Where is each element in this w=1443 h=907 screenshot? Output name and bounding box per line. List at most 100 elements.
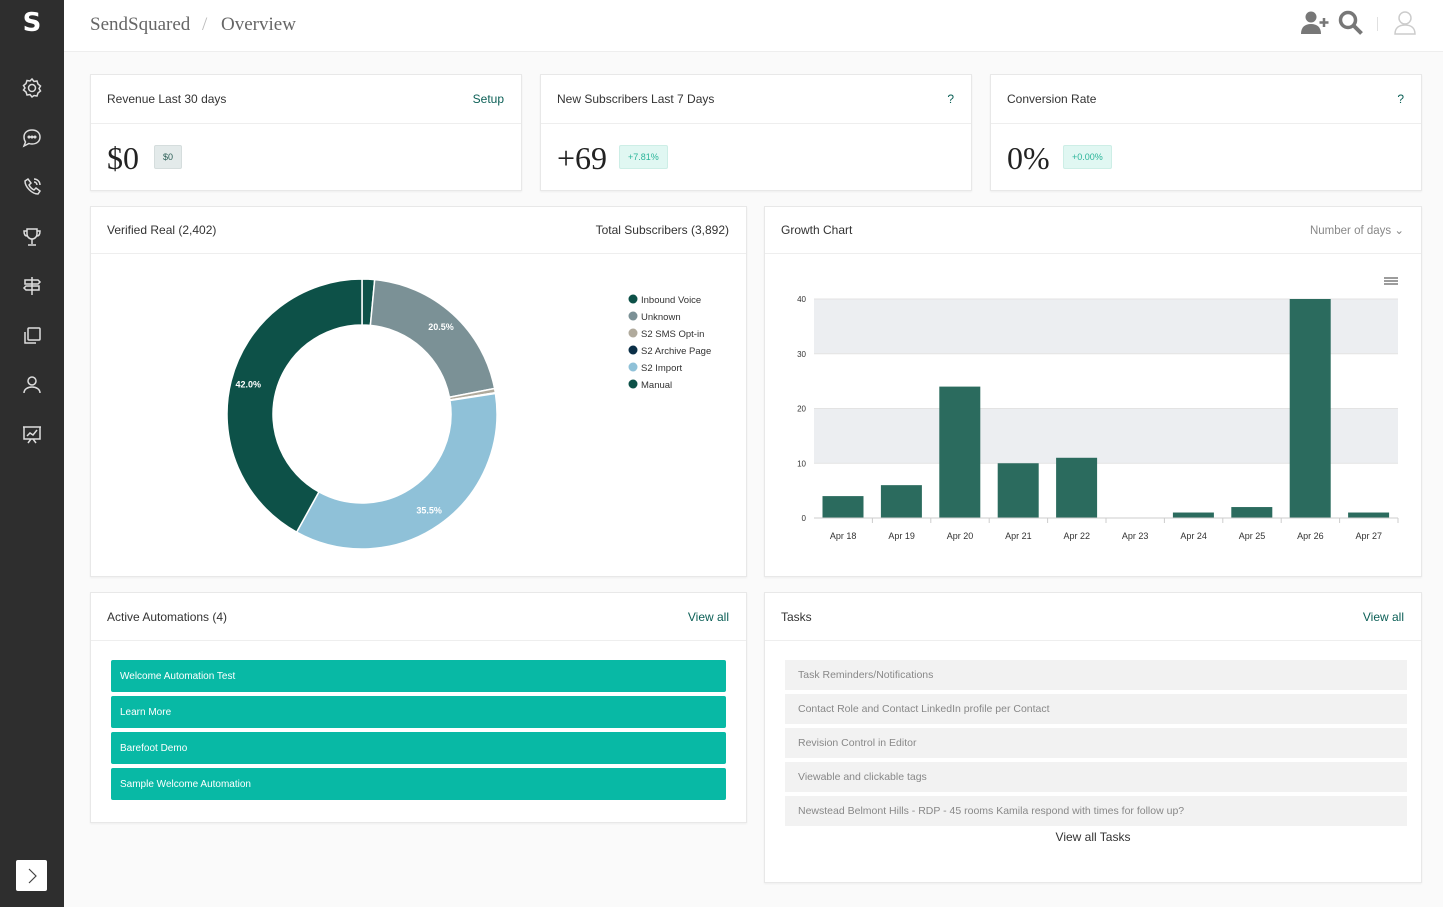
task-item[interactable]: Newstead Belmont Hills - RDP - 45 rooms … [785, 796, 1407, 826]
stat-badge: +7.81% [619, 145, 668, 169]
days-select-label: Number of days [1309, 225, 1392, 237]
donut-slice-5[interactable] [226, 278, 363, 534]
phone-icon[interactable] [20, 175, 44, 199]
x-tick-label: Apr 25 [1239, 531, 1266, 541]
legend-marker [628, 345, 638, 355]
y-tick-label: 20 [797, 405, 806, 414]
card-title: Verified Real (2,402) [107, 223, 217, 237]
donut-slice-1[interactable] [369, 278, 496, 399]
search-icon[interactable] [1338, 10, 1364, 36]
conversion-rate-card: Conversion Rate? 0% +0.00% [990, 74, 1422, 191]
automations-card: Active Automations (4) View all Welcome A… [90, 592, 747, 823]
days-select[interactable]: Number of days ⌄ [1310, 223, 1404, 237]
x-tick-label: Apr 18 [830, 531, 857, 541]
x-tick-label: Apr 27 [1356, 531, 1383, 541]
card-title: Growth Chart [781, 223, 853, 237]
user-avatar-icon[interactable] [1393, 10, 1417, 36]
view-all-tasks-link[interactable]: View all [1362, 609, 1404, 624]
revenue-card: Revenue Last 30 days Setup $0 $0 [90, 74, 522, 191]
help-link[interactable]: ? [947, 92, 954, 106]
bar[interactable] [1289, 299, 1331, 518]
add-user-icon[interactable] [1301, 10, 1331, 36]
breadcrumb-page: Overview [221, 14, 296, 35]
bar[interactable] [880, 485, 922, 518]
y-tick-label: 0 [802, 514, 807, 523]
legend-marker [628, 328, 638, 338]
stat-value: 0% [1007, 140, 1050, 176]
task-item[interactable]: Revision Control in Editor [785, 728, 1407, 758]
legend-marker [628, 362, 638, 372]
chevron-down-icon: ⌄ [1394, 225, 1404, 237]
x-tick-label: Apr 19 [888, 531, 915, 541]
legend-marker [628, 294, 638, 304]
task-item[interactable]: Contact Role and Contact LinkedIn profil… [785, 694, 1407, 724]
card-title: Active Automations (4) [107, 609, 228, 624]
legend-marker [628, 311, 638, 321]
stat-value: +69 [557, 140, 608, 176]
automation-item[interactable]: Sample Welcome Automation [111, 768, 726, 800]
automation-item[interactable]: Welcome Automation Test [111, 660, 726, 692]
stat-badge: +0.00% [1063, 145, 1112, 169]
card-title: Conversion Rate [1007, 92, 1097, 106]
y-tick-label: 10 [797, 459, 806, 468]
bar[interactable] [1348, 512, 1390, 518]
gear-icon[interactable] [20, 76, 44, 100]
new-subscribers-card: New Subscribers Last 7 Days? +69 +7.81% [540, 74, 972, 191]
legend-label[interactable]: S2 Import [641, 363, 683, 374]
header: SendSquared / Overview [64, 0, 1443, 52]
y-tick-label: 30 [797, 350, 806, 359]
logo[interactable]: S [22, 8, 42, 38]
sidebar: S [0, 0, 64, 907]
view-all-automations-link[interactable]: View all [687, 609, 729, 624]
tasks-card: Tasks View all Task Reminders/Notificatio… [764, 592, 1422, 883]
divider [1377, 17, 1378, 31]
bar-chart: 0 10 20 30 40 Apr 18 Apr 19 Apr 20 Apr 21 Apr 22 A… [797, 277, 1399, 541]
x-tick-label: Apr 26 [1297, 531, 1324, 541]
bar[interactable] [997, 463, 1039, 518]
expand-sidebar-button[interactable] [16, 860, 47, 891]
x-tick-label: Apr 23 [1122, 531, 1149, 541]
view-all-tasks-button[interactable]: View all Tasks [1055, 830, 1131, 844]
task-item[interactable]: Task Reminders/Notifications [785, 660, 1407, 690]
donut-chart: 20.5% 35.5% 42.0% Inbound Voice Unknown S2 SM… [226, 278, 711, 550]
total-subscribers: Total Subscribers (3,892) [595, 223, 729, 237]
donut-slice-4[interactable] [295, 392, 498, 550]
legend-label[interactable]: Manual [641, 380, 672, 391]
donut-data-label: 20.5% [428, 322, 454, 332]
user-icon[interactable] [20, 373, 44, 397]
trophy-icon[interactable] [20, 225, 44, 249]
stat-badge: $0 [154, 145, 183, 169]
legend-marker [628, 379, 638, 389]
bar[interactable] [939, 386, 981, 518]
stat-value: $0 [107, 140, 139, 176]
hamburger-menu-icon[interactable] [1384, 277, 1398, 285]
bar[interactable] [1172, 512, 1214, 518]
automation-item[interactable]: Barefoot Demo [111, 732, 726, 764]
task-item[interactable]: Viewable and clickable tags [785, 762, 1407, 792]
presentation-chart-icon[interactable] [20, 423, 44, 447]
breadcrumb-separator: / [202, 14, 208, 35]
donut-data-label: 35.5% [416, 505, 442, 515]
signpost-icon[interactable] [20, 274, 44, 298]
bar[interactable] [822, 496, 864, 518]
bar[interactable] [1056, 457, 1098, 518]
x-tick-label: Apr 20 [947, 531, 974, 541]
breadcrumb-brand[interactable]: SendSquared [90, 14, 191, 35]
x-tick-label: Apr 21 [1005, 531, 1032, 541]
bar[interactable] [1231, 507, 1273, 518]
legend-label[interactable]: Unknown [641, 312, 681, 323]
legend-label[interactable]: S2 SMS Opt-in [641, 329, 704, 340]
copy-icon[interactable] [20, 324, 44, 348]
x-tick-label: Apr 22 [1064, 531, 1091, 541]
x-tick-label: Apr 24 [1180, 531, 1207, 541]
automation-item[interactable]: Learn More [111, 696, 726, 728]
card-title: Tasks [781, 609, 812, 624]
chevron-right-icon [28, 868, 37, 883]
help-link[interactable]: ? [1397, 92, 1404, 106]
legend-label[interactable]: Inbound Voice [641, 295, 701, 306]
legend-label[interactable]: S2 Archive Page [641, 346, 711, 357]
donut-data-label: 42.0% [236, 380, 262, 390]
chat-icon[interactable] [20, 126, 44, 150]
setup-link[interactable]: Setup [472, 92, 504, 106]
card-title: Revenue Last 30 days [107, 92, 227, 106]
